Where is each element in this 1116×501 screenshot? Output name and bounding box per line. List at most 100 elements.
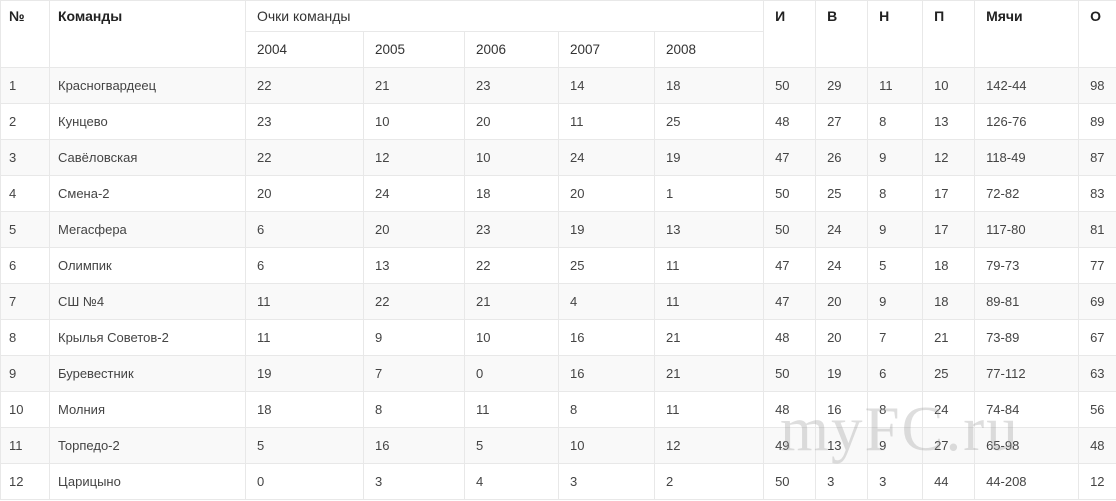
- losses-cell: 24: [922, 391, 976, 428]
- year-2008-cell: 21: [653, 355, 765, 392]
- games-cell: 50: [763, 67, 817, 104]
- year-2006-cell: 0: [464, 355, 559, 392]
- draws-cell: 5: [867, 247, 924, 284]
- team-cell: Торпедо-2: [49, 427, 246, 464]
- year-2005-cell: 9: [363, 319, 465, 356]
- goals-cell: 74-84: [974, 391, 1080, 428]
- col-header-points: О: [1078, 0, 1116, 68]
- wins-cell: 13: [815, 427, 869, 464]
- team-cell: Кунцево: [49, 103, 246, 140]
- year-2007-cell: 14: [558, 67, 655, 104]
- losses-cell: 44: [922, 463, 976, 500]
- draws-cell: 8: [867, 175, 924, 212]
- wins-cell: 29: [815, 67, 869, 104]
- goals-cell: 65-98: [974, 427, 1080, 464]
- col-header-games: И: [763, 0, 817, 68]
- games-cell: 50: [763, 175, 817, 212]
- year-2005-cell: 8: [363, 391, 465, 428]
- draws-cell: 9: [867, 283, 924, 320]
- team-cell: Царицыно: [49, 463, 246, 500]
- year-2007-cell: 11: [558, 103, 655, 140]
- goals-cell: 44-208: [974, 463, 1080, 500]
- col-header-year-2004: 2004: [245, 31, 364, 68]
- wins-cell: 25: [815, 175, 869, 212]
- year-2005-cell: 10: [363, 103, 465, 140]
- wins-cell: 24: [815, 211, 869, 248]
- team-cell: Мегасфера: [49, 211, 246, 248]
- draws-cell: 9: [867, 427, 924, 464]
- year-2008-cell: 19: [653, 139, 765, 176]
- points-cell: 77: [1078, 247, 1116, 284]
- table-row: 8 Крылья Советов-2 11 9 10 16 21 48 20 7 21 73-89 67: [0, 319, 1116, 356]
- losses-cell: 21: [922, 319, 976, 356]
- header-row-years: 2004 2005 2006 2007 2008: [1, 31, 1116, 68]
- header-row-main: № Команды Очки команды И В Н П Мячи О: [0, 0, 1116, 68]
- table-row: 5 Мегасфера 6 20 23 19 13 50 24 9 17 117-80 81: [0, 211, 1116, 248]
- table-row: 11 Торпедо-2 5 16 5 10 12 49 13 9 27 65-98 48: [0, 427, 1116, 464]
- year-2007-cell: 16: [558, 355, 655, 392]
- year-2004-cell: 18: [245, 391, 364, 428]
- table-row: 7 СШ №4 11 22 21 4 11 47 20 9 18 89-81 69: [0, 283, 1116, 320]
- year-2004-cell: 0: [245, 463, 364, 500]
- rank-cell: 7: [0, 283, 50, 320]
- rank-cell: 11: [0, 427, 50, 464]
- year-2005-cell: 3: [363, 463, 465, 500]
- year-2004-cell: 19: [245, 355, 364, 392]
- table-row: 4 Смена-2 20 24 18 20 1 50 25 8 17 72-82 83: [0, 175, 1116, 212]
- games-cell: 50: [763, 355, 817, 392]
- year-2005-cell: 24: [363, 175, 465, 212]
- points-cell: 69: [1078, 283, 1116, 320]
- table-row: 6 Олимпик 6 13 22 25 11 47 24 5 18 79-73 77: [0, 247, 1116, 284]
- col-header-year-2007: 2007: [558, 31, 655, 68]
- games-cell: 47: [763, 247, 817, 284]
- year-2008-cell: 13: [653, 211, 765, 248]
- games-cell: 47: [763, 139, 817, 176]
- year-2004-cell: 20: [245, 175, 364, 212]
- points-cell: 89: [1078, 103, 1116, 140]
- table-row: 10 Молния 18 8 11 8 11 48 16 8 24 74-84 56: [0, 391, 1116, 428]
- year-2004-cell: 6: [245, 247, 364, 284]
- table-row: 3 Савёловская 22 12 10 24 19 47 26 9 12 118-49 87: [0, 139, 1116, 176]
- col-header-year-2005: 2005: [363, 31, 465, 68]
- year-2004-cell: 5: [245, 427, 364, 464]
- points-cell: 63: [1078, 355, 1116, 392]
- table-header: № Команды Очки команды И В Н П Мячи О 20…: [0, 0, 1116, 68]
- losses-cell: 12: [922, 139, 976, 176]
- col-header-team: Команды: [49, 0, 246, 68]
- draws-cell: 9: [867, 139, 924, 176]
- year-2006-cell: 10: [464, 139, 559, 176]
- rank-cell: 12: [0, 463, 50, 500]
- col-header-draws: Н: [867, 0, 924, 68]
- rank-cell: 4: [0, 175, 50, 212]
- draws-cell: 9: [867, 211, 924, 248]
- year-2006-cell: 5: [464, 427, 559, 464]
- year-2008-cell: 2: [653, 463, 765, 500]
- goals-cell: 72-82: [974, 175, 1080, 212]
- table-body: 1 Красногвардеец 22 21 23 14 18 50 29 11 10 142-44 9…: [0, 67, 1116, 500]
- year-2007-cell: 8: [558, 391, 655, 428]
- rank-cell: 3: [0, 139, 50, 176]
- wins-cell: 27: [815, 103, 869, 140]
- goals-cell: 117-80: [974, 211, 1080, 248]
- col-header-points-group: Очки команды: [244, 0, 765, 32]
- team-cell: Савёловская: [49, 139, 246, 176]
- col-header-goals: Мячи: [974, 0, 1080, 68]
- year-2004-cell: 22: [245, 139, 364, 176]
- losses-cell: 13: [922, 103, 976, 140]
- year-2006-cell: 18: [464, 175, 559, 212]
- losses-cell: 27: [922, 427, 976, 464]
- team-cell: Буревестник: [49, 355, 246, 392]
- points-cell: 12: [1078, 463, 1116, 500]
- rank-cell: 5: [0, 211, 50, 248]
- year-2006-cell: 21: [464, 283, 559, 320]
- year-2006-cell: 4: [464, 463, 559, 500]
- year-2006-cell: 23: [464, 211, 559, 248]
- wins-cell: 20: [815, 283, 869, 320]
- rank-cell: 10: [0, 391, 50, 428]
- draws-cell: 8: [867, 103, 924, 140]
- losses-cell: 18: [922, 283, 976, 320]
- draws-cell: 11: [867, 67, 924, 104]
- team-cell: СШ №4: [49, 283, 246, 320]
